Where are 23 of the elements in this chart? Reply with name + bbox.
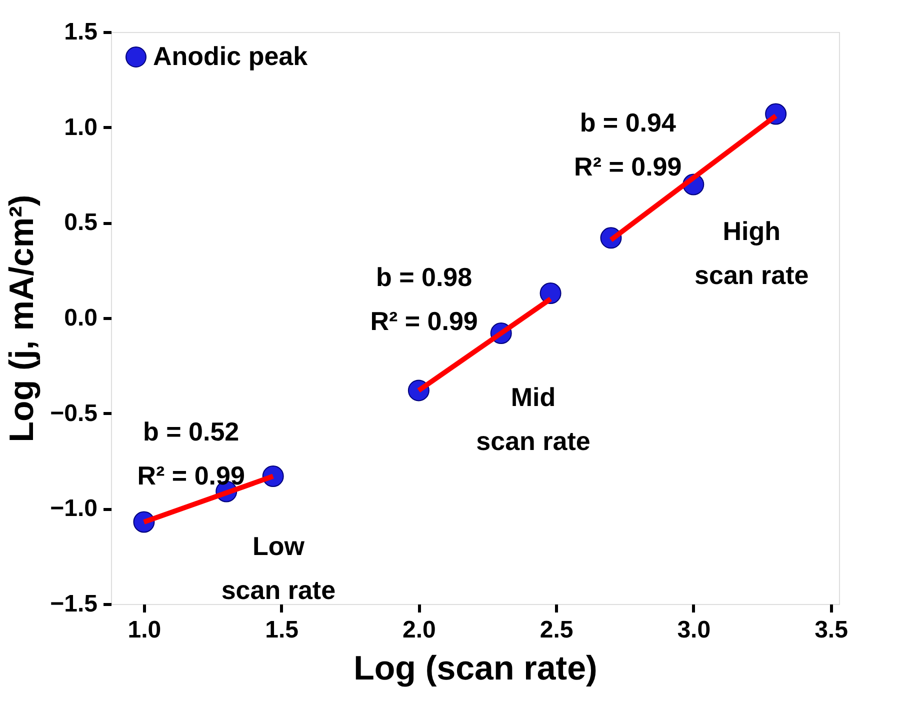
y-tick-label: −1.5 [50,590,98,618]
annotation: b = 0.52 R² = 0.99 [137,416,245,490]
annotation: b = 0.98 R² = 0.99 [370,262,478,336]
x-tick-label: 2.5 [540,616,574,644]
point [540,282,562,304]
y-tick-label: −1.0 [50,495,98,522]
annotation: b = 0.94 R² = 0.99 [574,108,682,182]
x-tick-label: 2.0 [402,616,436,644]
annotation: High scan rate [694,216,809,290]
y-tick-label: 1.0 [64,114,98,141]
y-axis-title: Log (j, mA/cm²) [3,194,42,442]
y-tick-label: 1.5 [64,18,98,46]
x-tick-label: 3.5 [814,616,848,644]
legend-label: Anodic peak [153,41,308,71]
x-tick-label: 1.0 [128,616,162,644]
annotation: Mid scan rate [476,382,590,456]
y-tick-label: −0.5 [50,400,98,427]
y-tick-label: 0.5 [64,209,98,236]
x-axis-title: Log (scan rate) [354,650,598,688]
x-tick-label: 1.5 [265,616,299,644]
annotation: Low scan rate [221,530,336,605]
y-tick-label: 0.0 [64,304,98,332]
x-tick-label: 3.0 [677,616,711,644]
